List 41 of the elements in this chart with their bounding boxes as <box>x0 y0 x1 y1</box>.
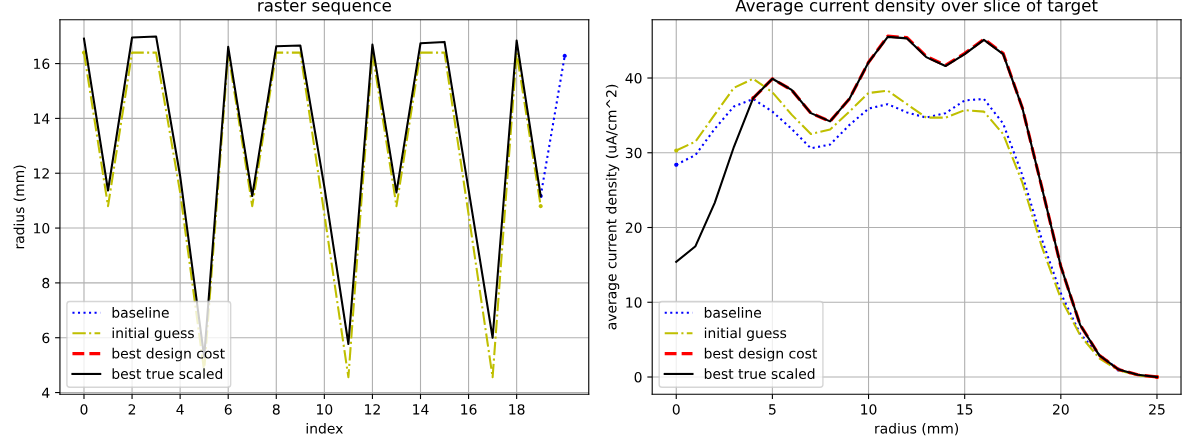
legend-label: baseline <box>704 307 762 318</box>
y-axis-title: average current density (uA/cm^2) <box>605 84 620 330</box>
legend-label: initial guess <box>112 327 194 341</box>
chart-title: raster sequence <box>258 0 391 15</box>
legend-label: baseline <box>112 307 169 318</box>
legend-label: best true scaled <box>112 368 223 380</box>
x-tick-label: 20 <box>1053 404 1069 415</box>
y-tick-label: 6 <box>42 332 50 344</box>
x-tick-label: 0 <box>672 404 680 415</box>
y-tick-label: 14 <box>34 113 50 124</box>
y-tick-label: 10 <box>626 297 642 308</box>
x-tick-label: 4 <box>176 404 184 415</box>
legend-label: initial guess <box>704 327 787 341</box>
x-axis-title: radius (mm) <box>875 422 959 436</box>
legend-label: best true scaled <box>704 368 815 380</box>
x-tick-label: 12 <box>365 404 380 415</box>
y-tick-label: 8 <box>42 277 50 289</box>
x-tick-label: 18 <box>509 404 525 415</box>
y-tick-label: 16 <box>34 58 50 70</box>
x-tick-label: 25 <box>1149 404 1165 415</box>
legend-label: best design cost <box>112 347 225 362</box>
legend-label: best design cost <box>704 347 818 362</box>
y-tick-label: 10 <box>34 223 50 234</box>
x-tick-label: 14 <box>413 404 429 415</box>
x-tick-label: 8 <box>272 404 280 415</box>
x-tick-label: 2 <box>128 404 136 415</box>
y-tick-label: 0 <box>634 371 642 383</box>
y-axis-title: radius (mm) <box>13 165 26 249</box>
x-axis-title: index <box>306 422 343 434</box>
y-tick-label: 20 <box>625 222 642 233</box>
x-tick-label: 10 <box>317 404 333 415</box>
x-tick-label: 6 <box>224 404 232 415</box>
y-tick-label: 12 <box>34 168 49 179</box>
x-tick-label: 0 <box>80 404 88 415</box>
x-tick-label: 10 <box>861 404 877 415</box>
y-tick-label: 30 <box>625 147 642 159</box>
x-tick-label: 16 <box>461 404 477 415</box>
y-tick-label: 4 <box>42 387 50 398</box>
y-tick-label: 40 <box>625 72 642 84</box>
x-tick-label: 5 <box>769 404 776 415</box>
x-tick-label: 15 <box>957 404 973 415</box>
